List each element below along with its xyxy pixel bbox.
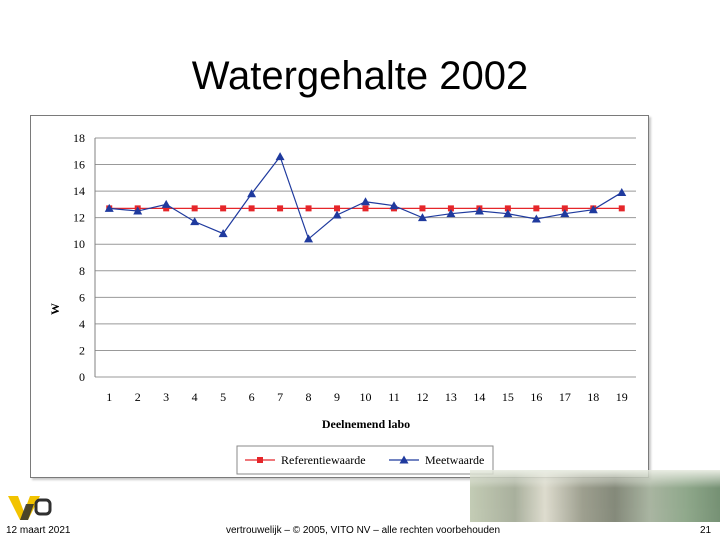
series-measured [104, 152, 627, 243]
x-tick-label: 16 [530, 390, 542, 404]
page-number: 21 [700, 525, 712, 536]
data-point [503, 209, 513, 218]
footer-copyright: vertrouwelijk – © 2005, VITO NV – alle r… [226, 525, 501, 536]
data-point [304, 234, 314, 243]
data-point [417, 213, 427, 222]
data-point [334, 205, 341, 212]
x-tick-label: 15 [502, 390, 514, 404]
x-tick-label: 10 [360, 390, 372, 404]
legend-label: Meetwaarde [425, 453, 484, 467]
data-point [560, 209, 570, 218]
x-axis-title: Deelnemend labo [322, 417, 410, 431]
legend-label: Referentiewaarde [281, 453, 366, 467]
x-tick-label: 18 [587, 390, 599, 404]
y-tick-label: 12 [73, 211, 85, 225]
y-axis-title: W [48, 303, 62, 315]
data-point [220, 205, 227, 212]
footer-photo-strip [470, 470, 720, 522]
y-tick-label: 16 [73, 158, 85, 172]
data-point [389, 201, 399, 210]
data-point [104, 203, 114, 212]
y-tick-label: 4 [79, 317, 85, 331]
data-point [277, 205, 284, 212]
data-point [161, 199, 171, 208]
legend: Referentiewaarde Meetwaarde [236, 445, 494, 475]
x-tick-label: 5 [220, 390, 226, 404]
x-tick-labels: 1 2 3 4 5 6 7 8 9 10 11 12 13 14 15 16 17 18 19 [106, 390, 628, 404]
y-tick-labels: 0 2 4 6 8 10 12 14 16 18 [73, 131, 85, 384]
data-point [446, 209, 456, 218]
slide-title: Watergehalte 2002 [191, 54, 529, 98]
x-tick-label: 17 [559, 390, 571, 404]
data-point [248, 205, 255, 212]
data-point [561, 205, 568, 212]
series-reference [106, 205, 625, 212]
data-point [305, 205, 312, 212]
y-tick-label: 6 [79, 290, 85, 304]
data-point [133, 206, 143, 215]
data-point [588, 205, 598, 214]
legend-item: Meetwaarde [389, 453, 484, 467]
x-tick-label: 12 [416, 390, 428, 404]
data-point [474, 206, 484, 215]
data-point [275, 152, 285, 161]
y-tick-label: 14 [73, 184, 85, 198]
gridlines [94, 137, 636, 378]
y-tick-label: 8 [79, 264, 85, 278]
y-tick-label: 18 [73, 131, 85, 145]
x-tick-label: 13 [445, 390, 457, 404]
data-point [362, 205, 369, 212]
x-tick-label: 14 [473, 390, 485, 404]
y-tick-label: 0 [79, 370, 85, 384]
data-point [332, 210, 342, 219]
data-point [191, 205, 198, 212]
x-tick-label: 8 [306, 390, 312, 404]
chart-frame: 0 2 4 6 8 10 12 14 16 18 1 2 3 4 5 6 7 8 9 10 11 12 13 14 15 16 1… [30, 115, 649, 478]
x-tick-label: 4 [192, 390, 198, 404]
y-tick-label: 2 [79, 343, 85, 357]
data-point [618, 205, 625, 212]
data-point [504, 205, 511, 212]
x-tick-label: 1 [106, 390, 112, 404]
x-tick-label: 2 [135, 390, 141, 404]
legend-marker [257, 457, 263, 463]
legend-item: Referentiewaarde [245, 453, 366, 467]
legend-box [236, 445, 494, 475]
data-point [218, 229, 228, 238]
series-lines [104, 152, 627, 243]
x-tick-label: 6 [249, 390, 255, 404]
data-point [531, 214, 541, 223]
data-point [533, 205, 540, 212]
x-tick-label: 9 [334, 390, 340, 404]
data-point [163, 205, 170, 212]
data-point [361, 197, 370, 206]
x-tick-label: 3 [163, 390, 169, 404]
y-tick-label: 10 [73, 237, 85, 251]
data-point [247, 189, 257, 198]
data-point [617, 187, 627, 196]
vito-logo [8, 496, 52, 520]
data-point [447, 205, 454, 212]
legend-marker [399, 455, 409, 464]
footer-date: 12 maart 2021 [6, 525, 71, 536]
x-tick-label: 19 [616, 390, 628, 404]
x-tick-label: 7 [277, 390, 283, 404]
x-tick-label: 11 [388, 390, 400, 404]
data-point [419, 205, 426, 212]
data-point [190, 217, 200, 226]
